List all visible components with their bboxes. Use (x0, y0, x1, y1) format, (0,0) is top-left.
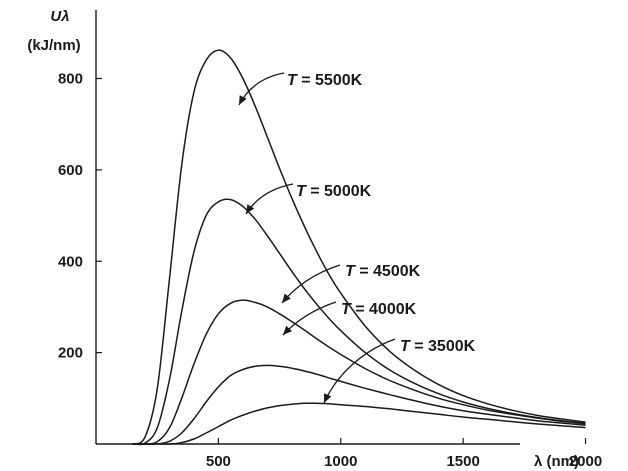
label-leaders (238, 72, 396, 404)
curves (132, 49, 586, 446)
x-axis-title: λ (nm) (534, 453, 579, 470)
curve-series-0 (132, 49, 586, 445)
series-label-symbol: T (287, 72, 298, 89)
arrowhead-icon (246, 204, 255, 214)
y-axis-symbol: Uλ (50, 8, 69, 25)
series-label: T = 4500K (345, 263, 421, 280)
y-tick-label: 600 (58, 162, 83, 179)
curve-series-2 (132, 299, 586, 445)
series-label-symbol: T (400, 338, 411, 355)
arrowhead-icon (283, 325, 292, 335)
series-label: T = 4000K (341, 301, 417, 318)
curve-series-4 (132, 402, 586, 445)
series-label: T = 5000K (296, 183, 372, 200)
y-axis-unit: (kJ/nm) (27, 37, 80, 54)
label-leader (245, 183, 294, 215)
arrowhead-icon (239, 95, 247, 105)
series-label-symbol: T (296, 183, 307, 200)
series-label-value: = 3500K (410, 338, 476, 355)
series-label-symbol: T (341, 301, 352, 318)
axis-ticks: 500 1000 1500 2000 200 400 600 800 (58, 71, 602, 470)
arrowhead-icon (324, 393, 332, 403)
x-tick-label: 500 (206, 453, 231, 470)
series-label-value: = 5500K (297, 72, 363, 89)
curve-series-3 (132, 364, 586, 445)
curve-series-1 (132, 198, 586, 446)
label-leader (323, 338, 396, 404)
x-tick-label: 1500 (446, 453, 479, 470)
series-label-value: = 5000K (306, 183, 372, 200)
label-leader (238, 72, 285, 106)
series-label-symbol: T (345, 263, 356, 280)
series-label-value: = 4000K (351, 301, 417, 318)
series-label: T = 3500K (400, 338, 476, 355)
x-tick-label: 2000 (569, 453, 602, 470)
series-label-value: = 4500K (355, 263, 421, 280)
arrowhead-icon (282, 293, 291, 303)
x-tick-label: 1000 (324, 453, 357, 470)
series-label: T = 5500K (287, 72, 363, 89)
y-axis-symbol-text: Uλ (50, 8, 69, 25)
y-tick-label: 800 (58, 71, 83, 88)
y-tick-label: 200 (58, 345, 83, 362)
y-tick-label: 400 (58, 253, 83, 270)
